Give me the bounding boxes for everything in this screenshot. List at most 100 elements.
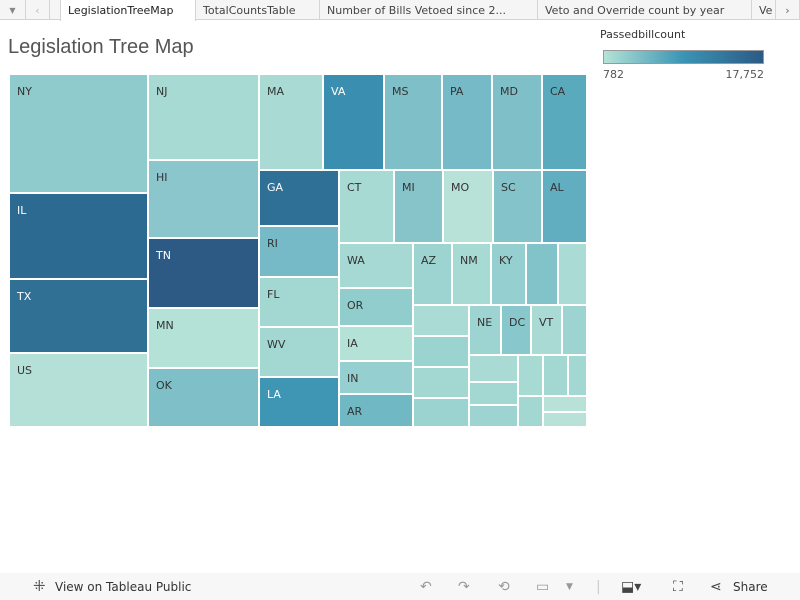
chevron-right-icon[interactable]: › — [776, 0, 800, 20]
treemap-cell-wv[interactable]: WV — [259, 327, 339, 377]
cell-label: GA — [267, 181, 284, 194]
treemap-cell[interactable] — [413, 305, 469, 336]
treemap-cell-wa[interactable]: WA — [339, 243, 413, 288]
tab-veto-override[interactable]: Veto and Override count by year — [538, 0, 752, 20]
treemap-cell-tx[interactable]: TX — [9, 279, 148, 353]
legend-title: Passedbillcount — [600, 28, 686, 41]
cell-label: LA — [267, 388, 281, 401]
treemap-cell-us[interactable]: US — [9, 353, 148, 427]
treemap-cell[interactable] — [518, 355, 543, 396]
tab-legislation-tree-map[interactable]: LegislationTreeMap — [60, 0, 196, 21]
redo-icon[interactable]: ↷ — [458, 579, 470, 595]
treemap-cell-al[interactable]: AL — [542, 170, 587, 243]
cell-label: DC — [509, 316, 526, 329]
treemap-cell-pa[interactable]: PA — [442, 74, 492, 170]
treemap-cell-ma[interactable]: MA — [259, 74, 323, 170]
treemap-cell-ia[interactable]: IA — [339, 326, 413, 361]
share-icon[interactable]: ⋖ — [710, 579, 722, 595]
toolbar: ⁜ View on Tableau Public ↶ ↷ ⟲ ▭ ▼ | ⬓▾ … — [0, 573, 800, 600]
treemap-cell-ms[interactable]: MS — [384, 74, 442, 170]
cell-label: IL — [17, 204, 27, 217]
treemap-cell-nj[interactable]: NJ — [148, 74, 259, 160]
treemap-cell-ct[interactable]: CT — [339, 170, 394, 243]
treemap-cell[interactable] — [558, 243, 587, 305]
treemap-cell[interactable] — [543, 412, 587, 427]
treemap-cell[interactable] — [469, 382, 518, 405]
treemap-cell-mi[interactable]: MI — [394, 170, 443, 243]
dropdown-triangle-icon[interactable]: ▼ — [0, 0, 26, 20]
treemap-cell-nm[interactable]: NM — [452, 243, 491, 305]
treemap-cell-mn[interactable]: MN — [148, 308, 259, 368]
refresh-icon[interactable]: ▭ — [536, 579, 550, 595]
tab-total-counts-table[interactable]: TotalCountsTable — [196, 0, 320, 20]
treemap-cell-ky[interactable]: KY — [491, 243, 526, 305]
treemap-cell[interactable] — [469, 405, 518, 427]
cell-label: MO — [451, 181, 470, 194]
treemap-cell[interactable] — [562, 305, 587, 355]
cell-label: NY — [17, 85, 32, 98]
tableau-logo-icon: ⁜ — [33, 577, 46, 595]
cell-label: US — [17, 364, 33, 377]
cell-label: KY — [499, 254, 513, 267]
treemap-cell-fl[interactable]: FL — [259, 277, 339, 327]
treemap-cell-ne[interactable]: NE — [469, 305, 501, 355]
treemap-cell-ri[interactable]: RI — [259, 226, 339, 277]
legend-min: 782 — [603, 68, 624, 81]
treemap-cell[interactable] — [413, 336, 469, 367]
treemap-cell[interactable] — [543, 355, 568, 396]
treemap-cell[interactable] — [469, 355, 518, 382]
cell-label: MN — [156, 319, 174, 332]
treemap-cell-ga[interactable]: GA — [259, 170, 339, 226]
legend-color-bar — [603, 50, 764, 64]
refresh-dropdown-icon[interactable]: ▼ — [566, 582, 573, 592]
treemap-cell-dc[interactable]: DC — [501, 305, 531, 355]
treemap-cell-sc[interactable]: SC — [493, 170, 542, 243]
treemap-cell-or[interactable]: OR — [339, 288, 413, 326]
treemap-cell-in[interactable]: IN — [339, 361, 413, 394]
fullscreen-icon[interactable]: ⛶ — [673, 579, 683, 595]
cell-label: MS — [392, 85, 409, 98]
tab-ve[interactable]: Ve — [752, 0, 776, 20]
cell-label: AR — [347, 405, 363, 418]
cell-label: AL — [550, 181, 564, 194]
treemap-cell-az[interactable]: AZ — [413, 243, 452, 305]
cell-label: TN — [156, 249, 171, 262]
cell-label: MI — [402, 181, 415, 194]
cell-label: SC — [501, 181, 516, 194]
cell-label: RI — [267, 237, 278, 250]
treemap-cell-md[interactable]: MD — [492, 74, 542, 170]
treemap-cell-il[interactable]: IL — [9, 193, 148, 279]
cell-label: MD — [500, 85, 518, 98]
tab-bills-vetoed[interactable]: Number of Bills Vetoed since 2... — [320, 0, 538, 20]
treemap-cell-hi[interactable]: HI — [148, 160, 259, 238]
cell-label: TX — [17, 290, 32, 303]
legend-max: 17,752 — [725, 68, 765, 81]
treemap-cell[interactable] — [568, 355, 587, 396]
treemap-cell[interactable] — [413, 398, 469, 427]
treemap-cell-tn[interactable]: TN — [148, 238, 259, 308]
treemap-cell-mo[interactable]: MO — [443, 170, 493, 243]
share-button[interactable]: Share — [733, 580, 768, 594]
treemap-cell-vt[interactable]: VT — [531, 305, 562, 355]
view-on-tableau-link[interactable]: View on Tableau Public — [55, 580, 192, 594]
revert-icon[interactable]: ⟲ — [498, 579, 510, 595]
treemap-cell-ok[interactable]: OK — [148, 368, 259, 427]
treemap-cell-va[interactable]: VA — [323, 74, 384, 170]
treemap-cell[interactable] — [413, 367, 469, 398]
treemap-cell[interactable] — [543, 396, 587, 412]
treemap-cell-ny[interactable]: NY — [9, 74, 148, 193]
chevron-left-icon[interactable]: ‹ — [26, 0, 50, 20]
cell-label: PA — [450, 85, 464, 98]
treemap-cell-ar[interactable]: AR — [339, 394, 413, 427]
treemap-cell[interactable] — [518, 396, 543, 427]
cell-label: NJ — [156, 85, 168, 98]
treemap-cell-ca[interactable]: CA — [542, 74, 587, 170]
cell-label: VT — [539, 316, 554, 329]
treemap-cell[interactable] — [526, 243, 558, 305]
download-icon[interactable]: ⬓▾ — [621, 579, 642, 595]
cell-label: IA — [347, 337, 358, 350]
undo-icon[interactable]: ↶ — [420, 579, 432, 595]
cell-label: CT — [347, 181, 362, 194]
treemap-cell-la[interactable]: LA — [259, 377, 339, 427]
page-title: Legislation Tree Map — [8, 36, 194, 58]
